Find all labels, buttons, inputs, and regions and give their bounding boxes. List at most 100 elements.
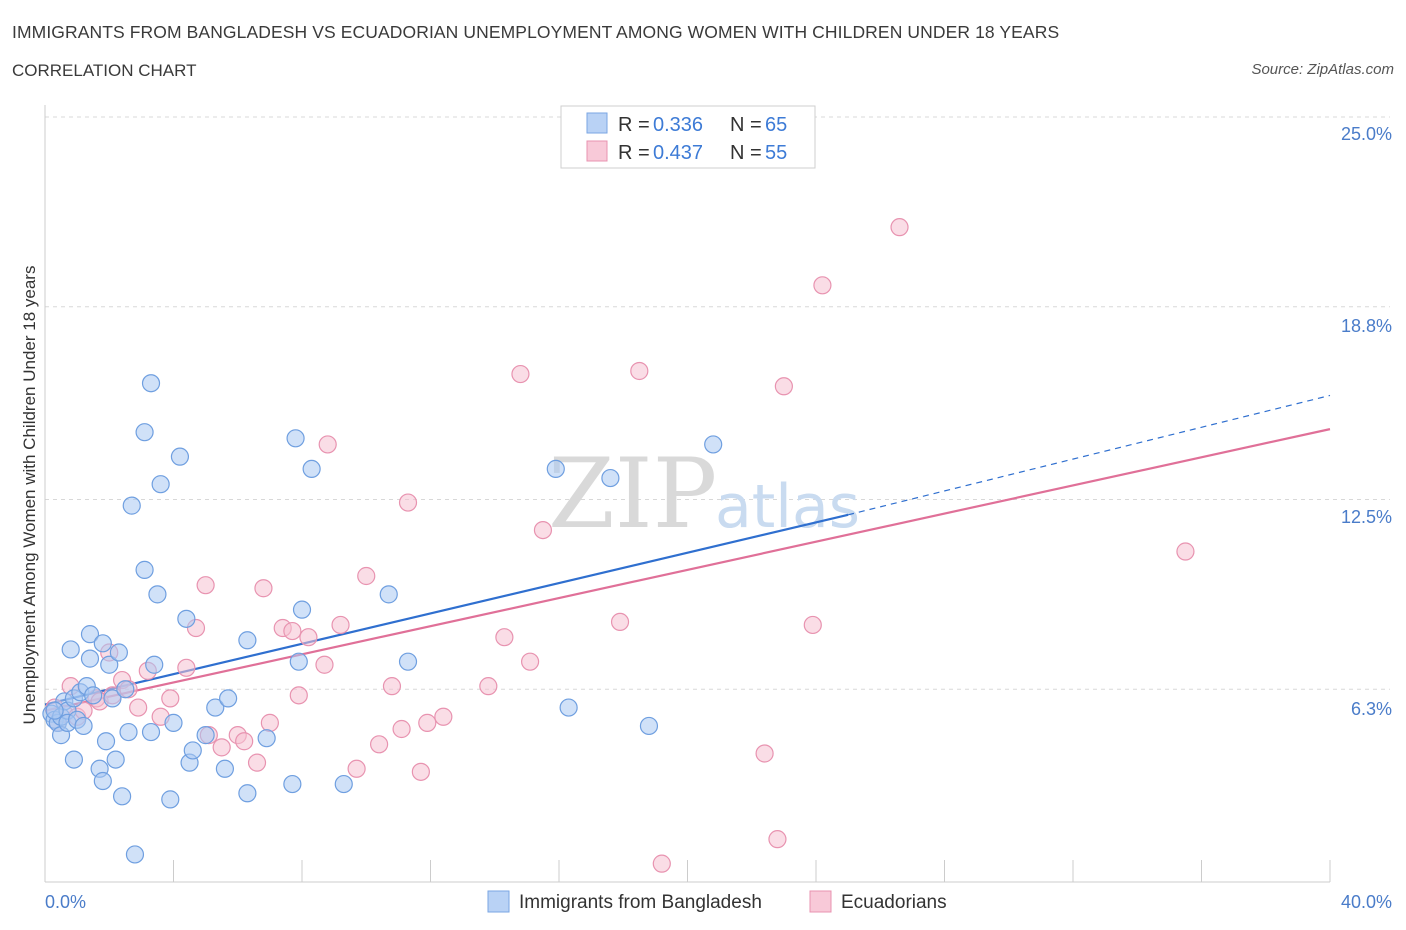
legend-n-value: 65: [765, 114, 787, 136]
pink-point: [315, 655, 334, 674]
pink-point: [370, 735, 389, 754]
source-credit: Source: ZipAtlas.com: [1251, 61, 1394, 78]
blue-point: [64, 750, 84, 769]
pink-point: [803, 615, 822, 635]
y-tick-label: 6.3%: [1351, 699, 1392, 719]
legend-box: R = 0.336 N = 65 R = 0.437 N = 55: [560, 105, 816, 169]
blue-point: [119, 722, 138, 742]
pink-point: [260, 713, 279, 732]
pink-point: [479, 677, 498, 696]
pink-point: [768, 830, 787, 849]
blue-point: [106, 750, 125, 769]
pink-point: [331, 615, 350, 635]
pink-point: [652, 854, 671, 873]
pink-point: [411, 762, 430, 781]
blue-point: [45, 701, 64, 720]
pink-point: [382, 677, 402, 696]
blue-point: [206, 698, 225, 717]
blue-point: [238, 631, 257, 650]
blue-point: [112, 787, 132, 806]
blue-point: [80, 649, 100, 668]
y-tick-label: 25.0%: [1341, 124, 1392, 144]
blue-point: [219, 689, 238, 708]
pink-point: [392, 719, 411, 739]
pink-point: [235, 732, 254, 751]
data-points: [42, 218, 1195, 873]
blue-point: [93, 771, 112, 791]
pink-point: [774, 377, 793, 396]
blue-point: [398, 652, 418, 671]
blue-point: [215, 759, 234, 778]
x-tick-label-right: 40.0%: [1341, 892, 1392, 912]
blue-point: [546, 459, 565, 478]
bottom-legend-label: Ecuadorians: [841, 892, 947, 913]
blue-point: [100, 655, 119, 674]
blue-point: [559, 698, 578, 717]
x-tick-label-left: 0.0%: [45, 892, 86, 912]
pink-point: [212, 738, 231, 757]
bottom-legend-swatch-pink: [809, 890, 832, 913]
blue-point: [135, 560, 154, 579]
pink-point: [161, 689, 180, 708]
pink-trend-line: [44, 428, 1331, 712]
blue-point: [141, 722, 161, 742]
blue-point: [170, 447, 190, 466]
blue-point: [148, 585, 167, 604]
legend-r-label: R =: [618, 142, 650, 164]
blue-point: [93, 634, 112, 653]
pink-point: [177, 658, 196, 677]
blue-point: [96, 732, 116, 751]
chart-title: IMMIGRANTS FROM BANGLADESH VS ECUADORIAN…: [12, 22, 1060, 42]
blue-point: [161, 790, 180, 809]
blue-point: [292, 600, 312, 619]
pink-point: [289, 686, 308, 705]
blue-point: [135, 423, 154, 442]
watermark: ZIP atlas: [548, 438, 860, 550]
blue-trend-line: [44, 513, 849, 706]
pink-point: [610, 612, 630, 632]
blue-point: [183, 741, 202, 760]
blue-point: [84, 686, 103, 705]
blue-point: [302, 459, 321, 478]
bottom-legend-swatch-blue: [487, 890, 510, 913]
blue-point: [125, 845, 145, 864]
pink-point: [511, 364, 530, 384]
pink-point: [299, 628, 318, 647]
blue-point: [286, 429, 305, 448]
legend-n-value: 55: [765, 142, 787, 164]
legend-swatch-pink: [586, 140, 608, 162]
pink-point: [318, 435, 337, 454]
blue-point: [379, 585, 398, 604]
blue-point: [74, 716, 93, 736]
blue-point: [145, 655, 164, 674]
legend-r-value: 0.336: [653, 114, 703, 136]
blue-point: [122, 496, 141, 515]
y-axis-title: Unemployment Among Women with Children U…: [20, 266, 39, 725]
pink-point: [357, 566, 376, 586]
y-tick-label: 18.8%: [1341, 316, 1392, 336]
pink-point: [283, 621, 302, 641]
pink-point: [533, 520, 553, 540]
blue-point: [80, 625, 100, 644]
legend-r-label: R =: [618, 114, 650, 136]
watermark-zip: ZIP: [548, 438, 717, 550]
blue-point: [164, 713, 183, 732]
blue-point: [601, 468, 620, 488]
pink-point: [247, 753, 267, 772]
legend-swatch-blue: [586, 112, 608, 134]
pink-point: [398, 493, 418, 512]
grid-lines: [45, 116, 1390, 690]
pink-point: [418, 713, 437, 732]
pink-point: [630, 361, 649, 381]
blue-point: [639, 716, 659, 736]
pink-point: [520, 652, 540, 671]
legend-n-label: N =: [730, 114, 762, 136]
watermark-atlas: atlas: [715, 472, 860, 542]
pink-point: [129, 698, 148, 717]
blue-trend-extension: [847, 394, 1331, 516]
blue-point: [334, 774, 353, 794]
pink-point: [347, 759, 366, 778]
blue-point: [61, 640, 80, 659]
pink-point: [813, 276, 832, 295]
